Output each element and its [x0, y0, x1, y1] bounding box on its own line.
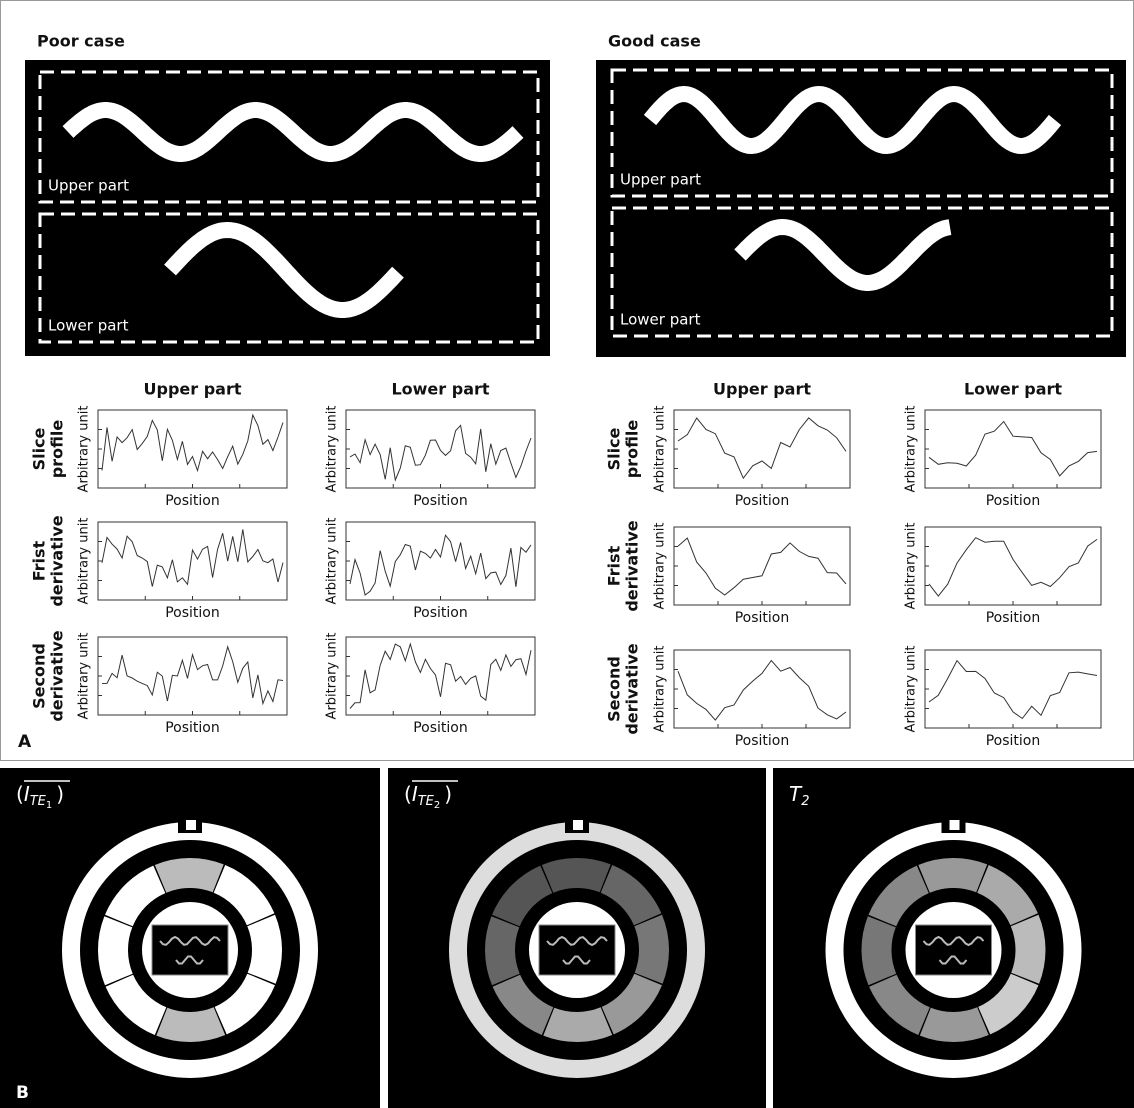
- column-title: Upper part: [713, 380, 811, 399]
- x-axis-label: Position: [735, 733, 790, 749]
- row-label: Slice: [30, 427, 49, 470]
- x-axis-label: Position: [735, 610, 790, 626]
- y-axis-label: Arbitrary unit: [653, 406, 668, 493]
- y-axis-label: Arbitrary unit: [904, 523, 919, 610]
- x-axis-label: Position: [165, 605, 220, 621]
- y-axis-label: Arbitrary unit: [325, 518, 340, 605]
- x-axis-label: Position: [413, 605, 468, 621]
- column-title: Upper part: [144, 380, 242, 399]
- x-axis-label: Position: [986, 493, 1041, 509]
- row-label: profile: [623, 420, 642, 479]
- notch: [186, 820, 196, 830]
- row-label: derivative: [48, 515, 67, 606]
- y-axis-label: Arbitrary unit: [77, 518, 92, 605]
- column-title: Lower part: [391, 380, 489, 399]
- title-part: 2: [434, 800, 440, 811]
- segment: [155, 858, 224, 893]
- row-label: profile: [48, 420, 67, 479]
- region-label: Lower part: [48, 317, 129, 335]
- region-label: Upper part: [48, 177, 129, 195]
- plot-frame: [925, 650, 1101, 728]
- case-title: Poor case: [37, 32, 125, 51]
- title-part: ): [56, 782, 64, 806]
- row-label: Second: [605, 656, 624, 722]
- title-part: TE: [30, 794, 47, 809]
- plot-frame: [98, 637, 287, 715]
- x-axis-label: Position: [735, 493, 790, 509]
- segment: [247, 915, 282, 984]
- plot-frame: [674, 650, 850, 728]
- plot-frame: [98, 410, 287, 488]
- title-part: ): [444, 782, 452, 806]
- title-part: 1: [46, 800, 52, 811]
- segment: [920, 1007, 989, 1042]
- segment: [1011, 915, 1046, 984]
- row-label: derivative: [48, 630, 67, 721]
- y-axis-label: Arbitrary unit: [325, 406, 340, 493]
- row-label: derivative: [623, 520, 642, 611]
- plot-frame: [925, 527, 1101, 605]
- segment: [543, 1007, 612, 1042]
- region-label: Upper part: [620, 171, 701, 189]
- y-axis-label: Arbitrary unit: [77, 406, 92, 493]
- x-axis-label: Position: [165, 720, 220, 736]
- plot-frame: [98, 522, 287, 600]
- title-part: 2: [801, 794, 809, 809]
- case-title: Good case: [608, 32, 701, 51]
- segment: [98, 916, 133, 985]
- figure: A Poor case Upper part Lower part Upper par…: [0, 0, 1134, 1108]
- row-label: Frist: [605, 545, 624, 586]
- panel-label: A: [18, 732, 32, 752]
- x-axis-label: Position: [986, 610, 1041, 626]
- x-axis-label: Position: [413, 720, 468, 736]
- notch: [950, 820, 960, 830]
- row-label: derivative: [623, 643, 642, 734]
- x-axis-label: Position: [413, 493, 468, 509]
- segment: [862, 916, 897, 985]
- y-axis-label: Arbitrary unit: [77, 633, 92, 720]
- column-title: Lower part: [964, 380, 1062, 399]
- row-label: Second: [30, 643, 49, 709]
- title-part: (: [16, 782, 24, 806]
- segment: [156, 1007, 225, 1042]
- insert: [152, 925, 228, 975]
- y-axis-label: Arbitrary unit: [653, 523, 668, 610]
- plot-frame: [346, 637, 535, 715]
- plot-frame: [674, 410, 850, 488]
- x-axis-label: Position: [165, 493, 220, 509]
- segment: [485, 916, 520, 985]
- y-axis-label: Arbitrary unit: [653, 646, 668, 733]
- y-axis-label: Arbitrary unit: [904, 406, 919, 493]
- segment: [634, 915, 669, 984]
- row-label: Slice: [605, 427, 624, 470]
- plot-frame: [346, 522, 535, 600]
- plot-frame: [925, 410, 1101, 488]
- y-axis-label: Arbitrary unit: [904, 646, 919, 733]
- row-label: Frist: [30, 540, 49, 581]
- title-part: TE: [418, 794, 435, 809]
- notch: [573, 820, 583, 830]
- insert: [916, 925, 992, 975]
- panel-label: B: [16, 1083, 29, 1103]
- page: A Poor case Upper part Lower part Upper par…: [0, 0, 1134, 1108]
- segment: [542, 858, 611, 893]
- region-label: Lower part: [620, 311, 701, 329]
- y-axis-label: Arbitrary unit: [325, 633, 340, 720]
- x-axis-label: Position: [986, 733, 1041, 749]
- insert: [539, 925, 615, 975]
- segment: [918, 858, 987, 893]
- title-part: (: [404, 782, 412, 806]
